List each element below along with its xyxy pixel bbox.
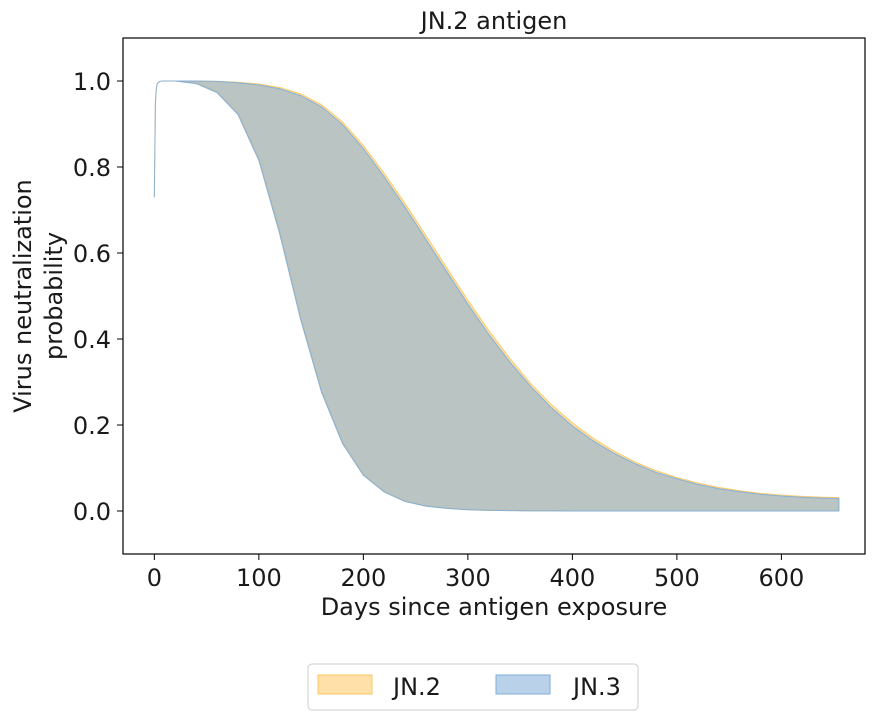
legend-swatch-jn2 [317, 674, 373, 695]
y-tick-label: 0.6 [73, 240, 111, 268]
y-tick-label: 0.8 [73, 154, 111, 182]
legend: JN.2 JN.3 [307, 663, 639, 711]
x-tick-label: 0 [147, 564, 162, 592]
x-tick-label: 500 [654, 564, 700, 592]
legend-label-jn2: JN.2 [391, 673, 441, 701]
legend-swatch-jn3 [495, 674, 551, 695]
y-axis-title-line-2: probability [40, 232, 68, 360]
y-axis-title-line-1: Virus neutralization [9, 179, 37, 413]
x-tick-label: 200 [340, 564, 386, 592]
series-band-jn3 [153, 80, 840, 512]
x-axis: 0 100 200 300 400 500 600 [147, 554, 804, 592]
x-tick-label: 400 [549, 564, 595, 592]
legend-label-jn3: JN.3 [571, 673, 621, 701]
x-axis-title: Days since antigen exposure [321, 593, 668, 621]
chart-title: JN.2 antigen [419, 7, 568, 35]
legend-box [307, 663, 639, 711]
series-layer [153, 80, 840, 512]
y-tick-label: 0.0 [73, 498, 111, 526]
plot-frame [122, 37, 866, 555]
y-tick-label: 0.2 [73, 412, 111, 440]
x-tick-label: 600 [758, 564, 804, 592]
y-axis: 0.0 0.2 0.4 0.6 0.8 1.0 [73, 68, 123, 526]
y-tick-label: 0.4 [73, 326, 111, 354]
x-tick-label: 300 [445, 564, 491, 592]
y-tick-label: 1.0 [73, 68, 111, 96]
x-tick-label: 100 [236, 564, 282, 592]
